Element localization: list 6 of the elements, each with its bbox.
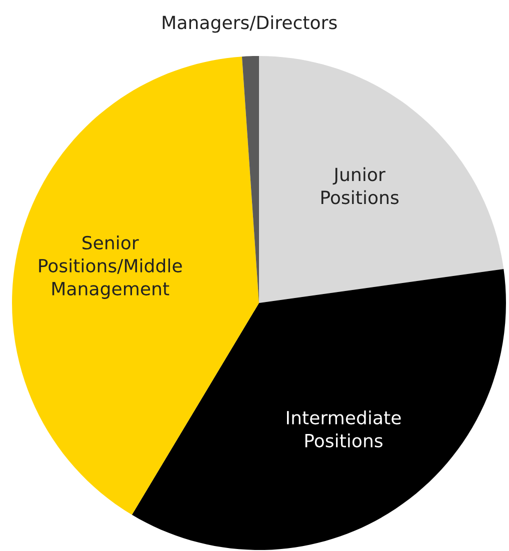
slice-label: Intermediate Positions — [287, 410, 401, 448]
slice-label: Managers/Directors — [162, 15, 337, 33]
slice-label: Senior Positions/Middle Management — [39, 236, 182, 299]
pie-slice — [259, 56, 504, 303]
slice-label: Junior Positions — [321, 167, 399, 204]
pie-slice — [12, 56, 259, 515]
